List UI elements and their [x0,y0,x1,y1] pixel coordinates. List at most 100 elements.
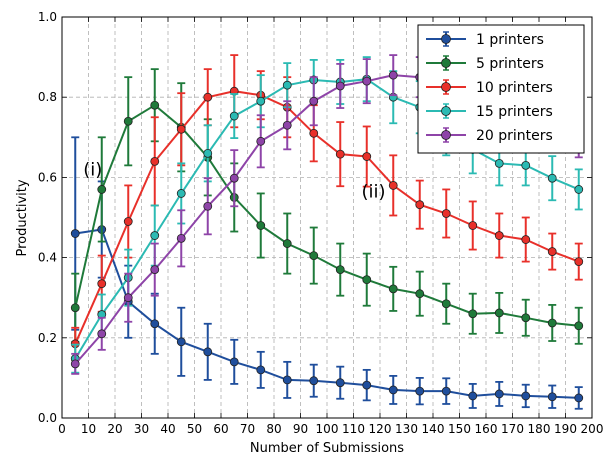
data-point [547,247,557,256]
data-point [203,148,213,158]
legend-marker [441,58,451,68]
data-point [521,235,531,244]
data-point [309,376,319,386]
data-point [494,158,504,168]
y-tick-label: 0.4 [38,251,57,265]
x-tick-label: 130 [395,422,418,436]
data-point [282,239,292,248]
legend-label: 20 printers [476,128,553,144]
y-tick-label: 0.0 [38,411,57,425]
legend-label: 1 printers [476,32,544,48]
data-point [203,347,213,357]
x-axis-label: Number of Submissions [250,441,404,456]
data-point [574,185,584,194]
data-point [521,391,531,401]
data-point [547,318,557,328]
y-tick-labels: 0.0 0.2 0.4 0.6 0.8 1.0 [38,10,57,425]
data-point [176,233,186,243]
data-point [468,391,478,401]
data-point [150,265,160,275]
data-point [97,329,107,339]
data-point [256,136,266,146]
legend-label: 10 printers [476,80,553,96]
data-point [415,289,425,299]
data-point [282,80,292,90]
data-point [176,189,186,198]
y-tick-label: 0.2 [38,331,57,345]
x-tick-label: 150 [448,422,471,436]
annotation-label: (ii) [361,181,385,202]
y-tick-label: 1.0 [38,10,57,24]
legend: 1 printers 5 printers 10 printers 15 printe… [417,24,585,154]
data-point [388,385,398,395]
legend-marker [441,130,451,140]
data-point [176,337,186,347]
data-point [494,308,504,318]
legend-marker [441,106,451,116]
x-tick-label: 10 [81,422,96,436]
x-tick-label: 100 [316,422,339,436]
legend-label: 15 printers [476,104,553,120]
legend-entry: 5 printers [426,55,544,72]
y-tick-label: 0.6 [38,170,57,184]
data-point [123,217,133,226]
data-point [282,120,292,130]
data-point [521,160,531,170]
legend-entry: 15 printers [426,103,553,120]
series-line [74,78,580,360]
data-point [362,152,372,161]
data-point [362,275,372,285]
data-point [203,201,213,211]
data-point [335,149,345,159]
data-point [441,299,451,309]
x-tick-label: 90 [293,422,308,436]
data-point [309,96,319,106]
legend-entry: 20 printers [426,127,553,144]
data-point [468,221,478,230]
data-point [494,231,504,240]
data-point [415,200,425,210]
data-point [150,156,160,166]
x-tick-label: 160 [475,422,498,436]
data-point [574,321,584,331]
data-point [70,303,80,313]
x-tick-labels: 0 10 20 30 40 50 60 70 80 90 100 110 120 130 140 150 160… [58,422,603,436]
data-point [229,173,239,183]
tick-marks [61,16,593,419]
data-point [441,209,451,218]
data-point [176,124,186,134]
series-layer [70,54,584,410]
data-point [70,359,80,369]
x-tick-label: 40 [160,422,175,436]
data-point [256,96,266,106]
data-point [574,257,584,267]
data-point [123,116,133,126]
data-point [362,380,372,390]
data-point [415,386,425,396]
x-tick-label: 180 [528,422,551,436]
annotation-label: (i) [83,159,102,180]
data-point [547,392,557,402]
data-point [388,70,398,80]
data-point [362,76,372,86]
data-point [335,265,345,275]
data-point [468,309,478,319]
data-point [229,357,239,367]
data-point [547,173,557,183]
data-point [388,181,398,190]
x-tick-label: 20 [107,422,122,436]
x-tick-label: 60 [213,422,228,436]
x-tick-label: 120 [369,422,392,436]
legend-entry: 10 printers [426,79,553,96]
data-point [70,229,80,238]
data-point [256,365,266,375]
data-point [309,251,319,260]
data-point [203,92,213,102]
data-point [335,378,345,388]
data-point [521,313,531,323]
data-point [574,393,584,403]
legend-marker [441,82,451,92]
data-point [441,386,451,396]
x-tick-label: 200 [581,422,604,436]
